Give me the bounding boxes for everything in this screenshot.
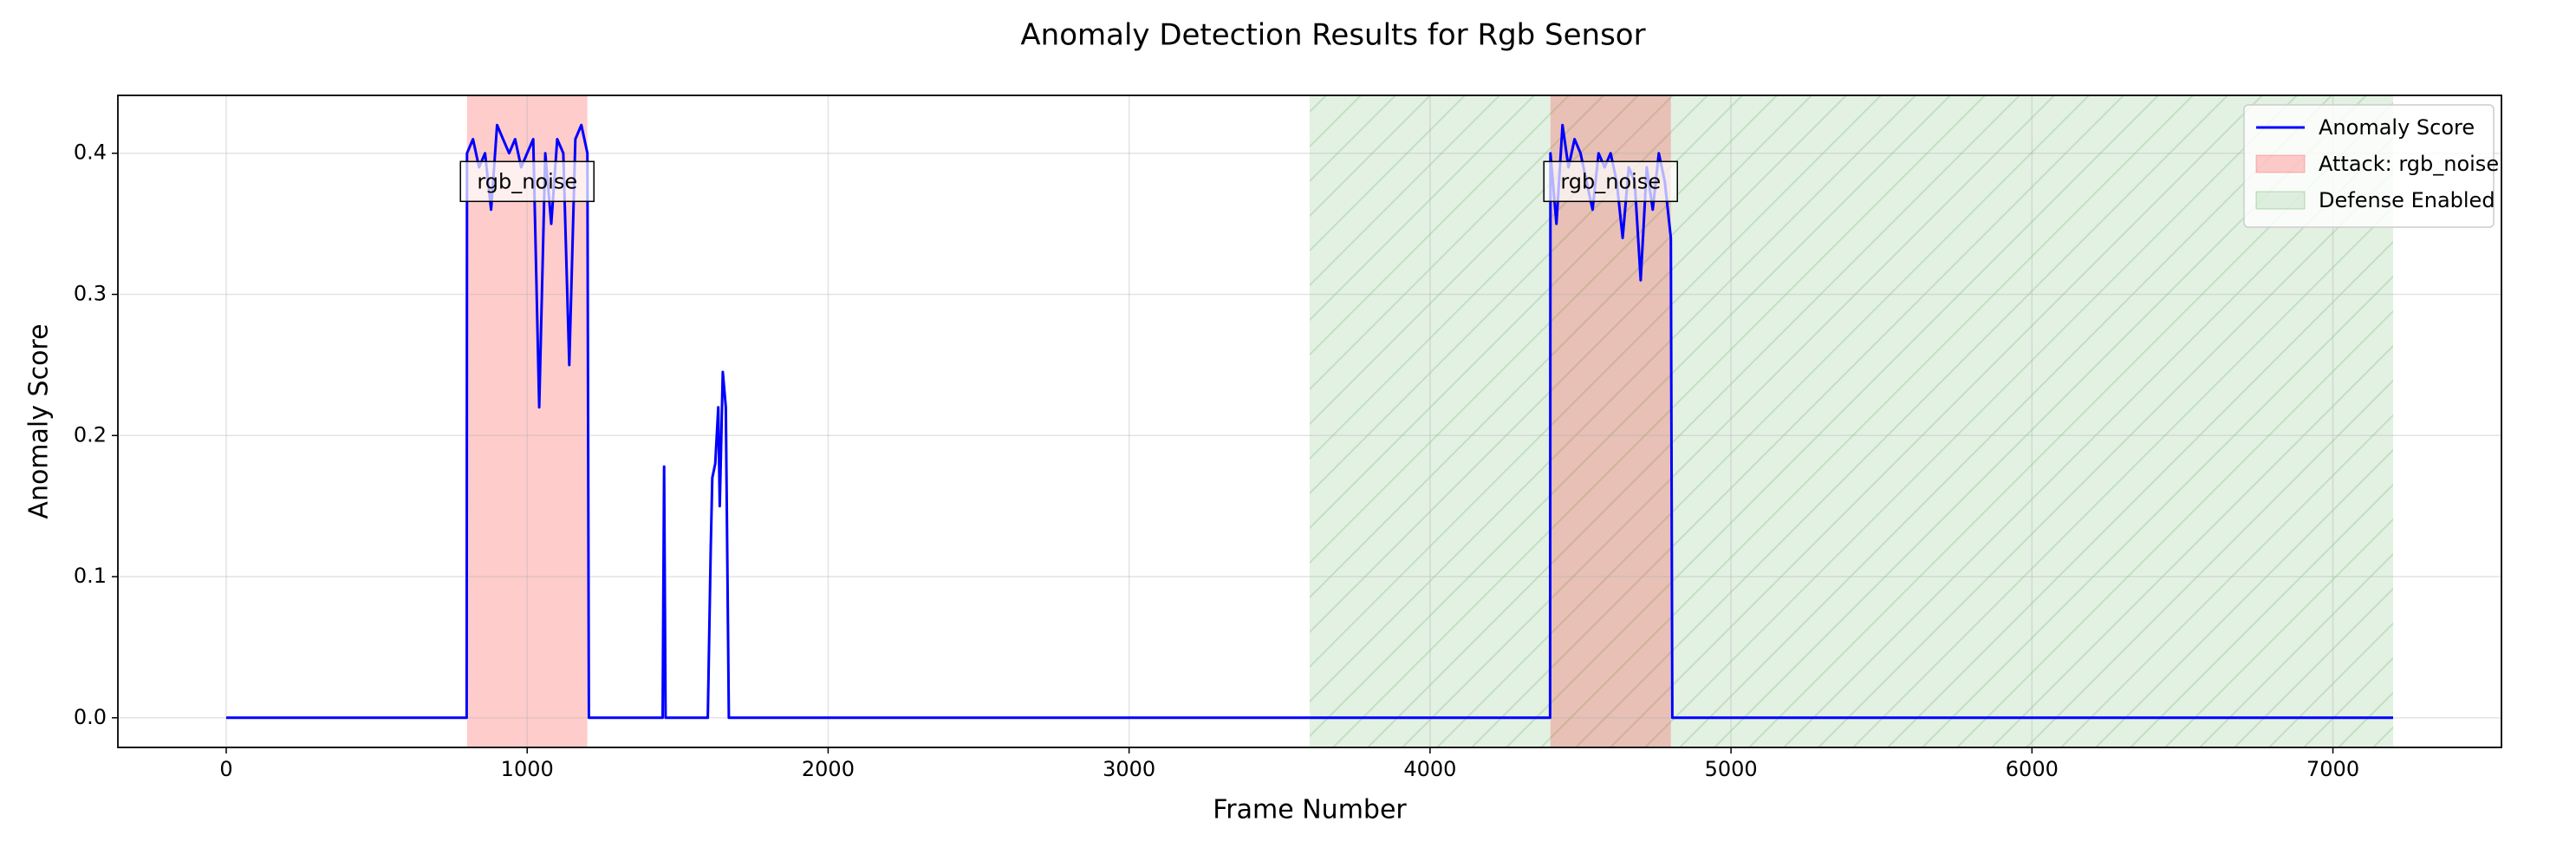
x-tick-label: 3000 [1103,757,1155,781]
x-tick-label: 2000 [802,757,855,781]
x-tick-label: 0 [219,757,232,781]
y-tick-label: 0.1 [74,564,107,588]
legend-label: Anomaly Score [2319,115,2475,140]
legend-swatch [2255,154,2306,173]
x-axis-label: Frame Number [1213,795,1407,825]
x-tick-label: 1000 [501,757,554,781]
plot-frame [117,95,2502,748]
legend-swatch [2255,191,2306,210]
y-tick-label: 0.2 [74,422,107,447]
y-tick-label: 0.3 [74,282,107,306]
defense-hatch [1310,95,2393,747]
y-tick-label: 0.0 [74,705,107,729]
annotation: rgb_noise [459,160,595,203]
y-axis-label: Anomaly Score [24,323,55,519]
x-tick-label: 7000 [2306,757,2359,781]
data-line [226,123,2393,720]
x-tick-label: 4000 [1403,757,1456,781]
annotation: rgb_noise [1543,160,1678,203]
annotation-text: rgb_noise [477,169,577,193]
x-tick-label: 6000 [2006,757,2059,781]
annotation-box [459,160,595,203]
attack-region [466,95,588,747]
legend-label: Attack: rgb_noise [2319,152,2499,176]
chart-title: Anomaly Detection Results for Rgb Sensor [1020,18,1645,53]
x-tick-label: 5000 [1705,757,1758,781]
annotation-box [1543,160,1678,203]
y-tick-label: 0.4 [74,140,107,165]
legend-label: Defense Enabled [2319,188,2495,212]
legend-box [2243,104,2495,228]
legend: Anomaly Score Attack: rgb_noise Defense En… [2243,104,2499,228]
annotation-text: rgb_noise [1560,169,1661,193]
